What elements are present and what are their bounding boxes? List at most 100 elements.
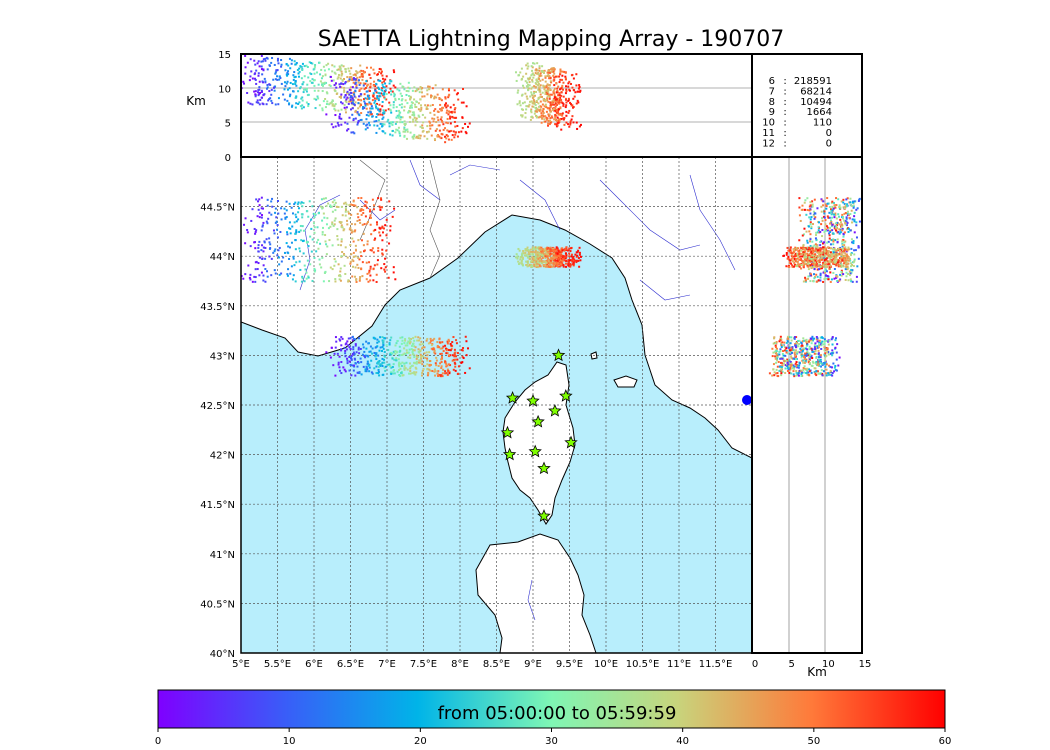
lightning-source-point — [395, 342, 398, 345]
lightning-source-point — [379, 208, 382, 211]
lightning-source-point-altitude — [555, 99, 558, 102]
lightning-source-point-altitude — [440, 119, 443, 122]
lightning-source-point-altitude — [549, 80, 552, 83]
lightning-source-point-altitude — [544, 90, 547, 93]
lightning-source-point-altitude — [818, 341, 821, 344]
lightning-source-point-altitude — [420, 91, 423, 94]
lightning-source-point-altitude — [373, 120, 376, 123]
lightning-source-point-altitude — [575, 84, 578, 87]
lightning-source-point-altitude — [819, 358, 822, 361]
lightning-source-point-altitude — [360, 72, 363, 75]
lightning-source-point-altitude — [538, 65, 541, 68]
lightning-source-point — [334, 346, 337, 349]
lightning-source-point-altitude — [842, 255, 845, 258]
lightning-source-point-altitude — [534, 72, 537, 75]
lightning-source-point-altitude — [813, 249, 816, 252]
lightning-source-point-altitude — [346, 76, 349, 79]
lightning-source-point — [440, 366, 443, 369]
lightning-source-point-altitude — [408, 120, 411, 123]
lightning-source-point — [414, 335, 417, 338]
lightning-source-point-altitude — [848, 257, 851, 260]
lightning-source-point — [260, 229, 263, 232]
lightning-source-point-altitude — [538, 87, 541, 90]
lightning-source-point-altitude — [381, 83, 384, 86]
lightning-source-point — [445, 372, 448, 375]
lightning-source-point-altitude — [826, 202, 829, 205]
lightning-source-point-altitude — [409, 98, 412, 101]
lightning-source-point-altitude — [533, 101, 536, 104]
lightning-source-point — [356, 263, 359, 266]
lightning-source-point-altitude — [818, 360, 821, 363]
lightning-source-point-altitude — [384, 90, 387, 93]
lightning-source-point — [435, 364, 438, 367]
lightning-source-point-altitude — [798, 251, 801, 254]
lightning-source-point-altitude — [839, 261, 842, 264]
lightning-source-point-altitude — [400, 106, 403, 109]
lightning-source-point-altitude — [253, 90, 256, 93]
lightning-source-point-altitude — [785, 265, 788, 268]
lightning-source-point-altitude — [367, 94, 370, 97]
lightning-source-point-altitude — [538, 77, 541, 80]
lightning-source-point-altitude — [294, 83, 297, 86]
lightning-source-point — [556, 265, 559, 268]
lightning-source-point-altitude — [799, 255, 802, 258]
lightning-source-point-altitude — [816, 340, 819, 343]
lightning-source-point — [375, 280, 378, 283]
lightning-source-point-altitude — [776, 357, 779, 360]
lightning-source-point-altitude — [817, 268, 820, 271]
lightning-source-point-altitude — [818, 221, 821, 224]
lightning-source-point-altitude — [288, 57, 291, 60]
lightning-source-point-altitude — [350, 102, 353, 105]
lightning-source-point — [379, 363, 382, 366]
lightning-source-point — [356, 206, 359, 209]
lightning-source-point-altitude — [833, 261, 836, 264]
lightning-source-point-altitude — [333, 65, 336, 68]
lightning-source-point — [357, 239, 360, 242]
lightning-source-point-altitude — [825, 260, 828, 263]
lightning-source-point — [349, 356, 352, 359]
lightning-source-point-altitude — [549, 121, 552, 124]
lightning-source-point-altitude — [422, 129, 425, 132]
lightning-source-point-altitude — [846, 272, 849, 275]
lightning-source-point — [352, 199, 355, 202]
lightning-source-point-altitude — [816, 346, 819, 349]
lightning-source-point — [340, 372, 343, 375]
lightning-source-point-altitude — [554, 115, 557, 118]
lightning-source-point-altitude — [786, 340, 789, 343]
lightning-source-point-altitude — [381, 130, 384, 133]
lightning-source-point-altitude — [814, 362, 817, 365]
lightning-source-point — [547, 265, 550, 268]
lightning-source-point-altitude — [831, 260, 834, 263]
lightning-source-point — [295, 216, 298, 219]
lightning-source-point-altitude — [527, 89, 530, 92]
lightning-source-point — [516, 257, 519, 260]
lightning-source-point-altitude — [403, 120, 406, 123]
lightning-source-point — [368, 261, 371, 264]
lightning-source-point-altitude — [559, 112, 562, 115]
lightning-source-point-altitude — [572, 97, 575, 100]
lightning-source-point-altitude — [821, 340, 824, 343]
lightning-source-point-altitude — [349, 89, 352, 92]
lightning-source-point-altitude — [451, 115, 454, 118]
lightning-source-point-altitude — [838, 228, 841, 231]
lightning-source-point-altitude — [533, 62, 536, 65]
lightning-source-point-altitude — [360, 99, 363, 102]
lightning-source-point — [433, 370, 436, 373]
lightning-source-point-altitude — [850, 252, 853, 255]
lightning-source-point-altitude — [829, 265, 832, 268]
lightning-source-point-altitude — [321, 109, 324, 112]
lightning-source-point-altitude — [772, 363, 775, 366]
lightning-source-point — [456, 352, 459, 355]
lightning-source-point-altitude — [540, 95, 543, 98]
lightning-source-point-altitude — [385, 75, 388, 78]
lightning-source-point — [452, 368, 455, 371]
lightning-source-point-altitude — [790, 356, 793, 359]
lightning-source-point-altitude — [363, 106, 366, 109]
lightning-source-point — [550, 250, 553, 253]
lightning-source-point-altitude — [801, 208, 804, 211]
lightning-source-point-altitude — [433, 109, 436, 112]
stats-source-count: 10494 — [800, 97, 832, 108]
lightning-source-point-altitude — [561, 78, 564, 81]
lightning-source-point — [467, 347, 470, 350]
lightning-source-point-altitude — [803, 251, 806, 254]
